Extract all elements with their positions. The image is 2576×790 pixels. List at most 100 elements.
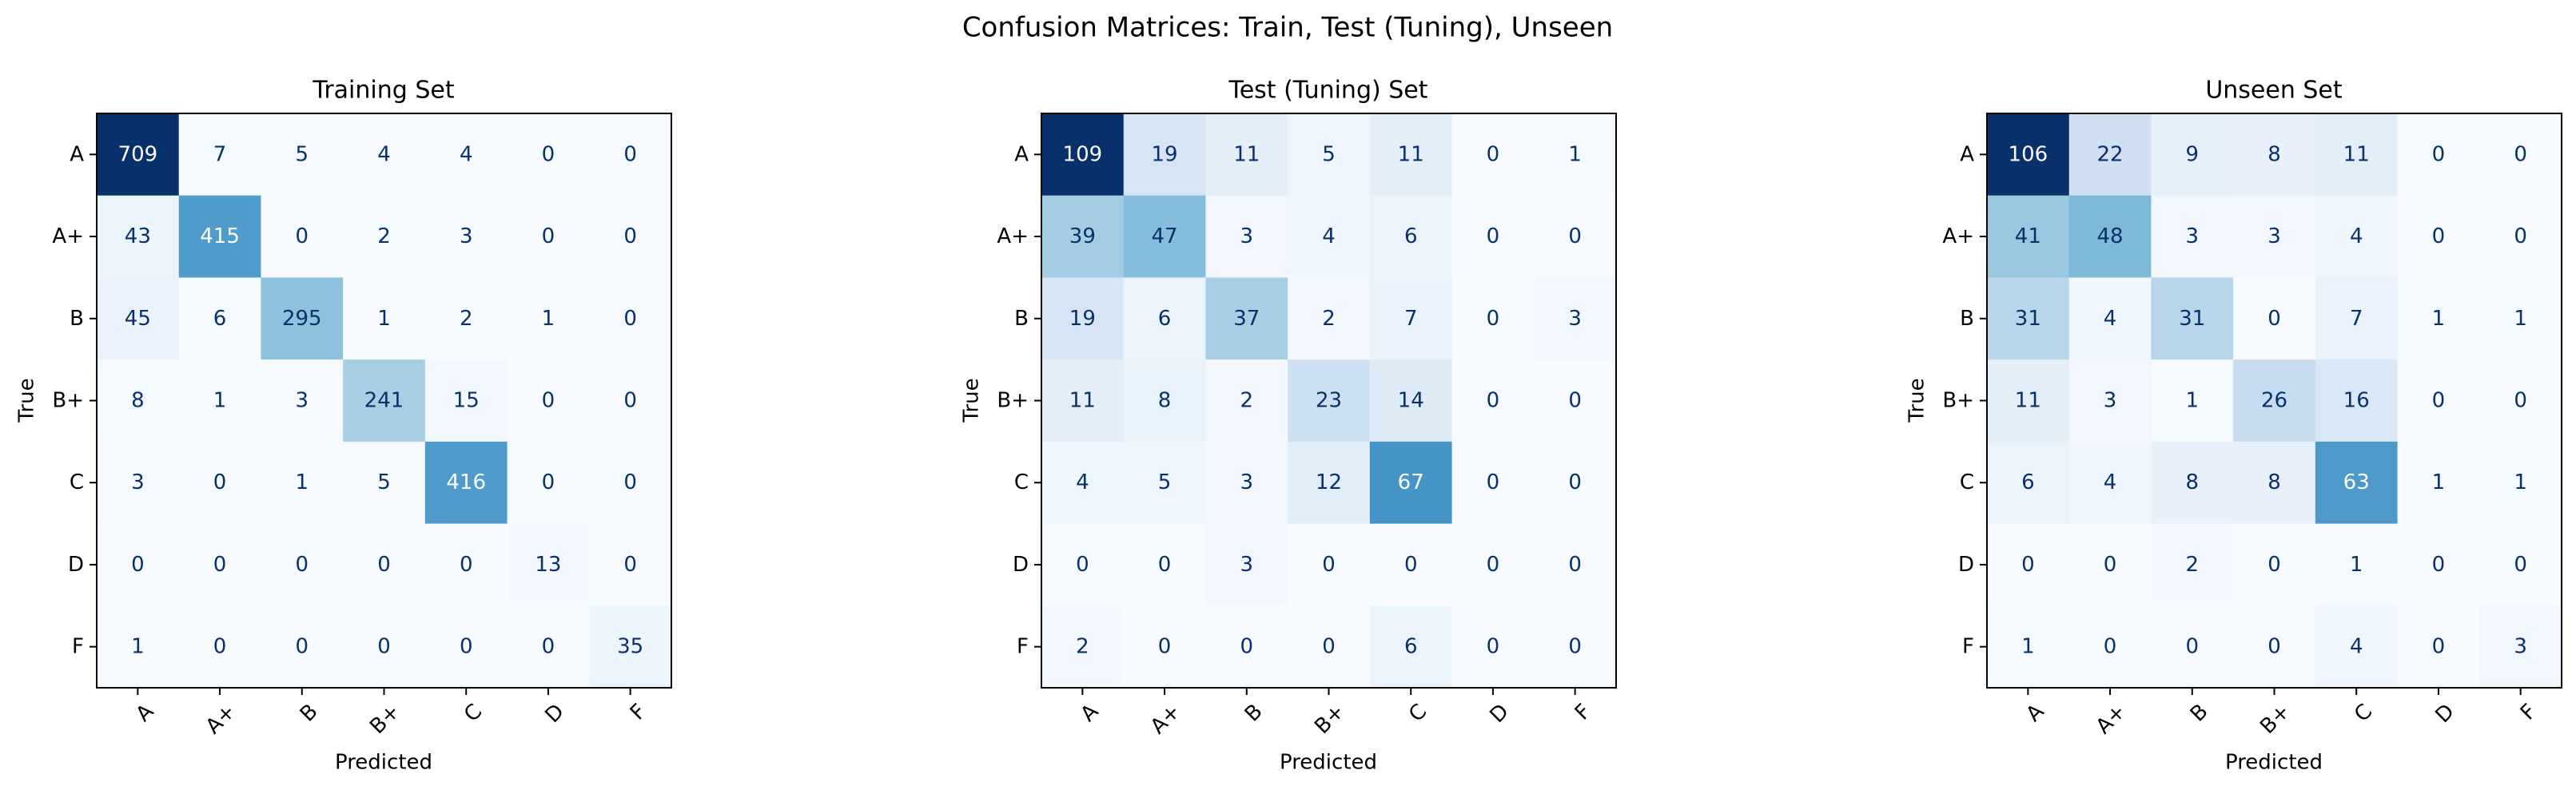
cell-value-label: 7 bbox=[2350, 307, 2363, 331]
cell-value-label: 3 bbox=[1240, 224, 1254, 248]
cell-value-label: 0 bbox=[542, 470, 555, 494]
heatmap-cell bbox=[1123, 523, 1206, 606]
heatmap-cell bbox=[2397, 195, 2480, 278]
cell-value-label: 4 bbox=[2104, 470, 2117, 494]
cell-value-label: 0 bbox=[296, 224, 309, 248]
heatmap-cell bbox=[261, 605, 344, 689]
heatmap-cell bbox=[2479, 605, 2562, 689]
heatmap-cell bbox=[1987, 277, 2070, 360]
heatmap-cell bbox=[1451, 523, 1535, 606]
heatmap-cell bbox=[343, 523, 426, 606]
cell-value-label: 8 bbox=[2267, 470, 2281, 494]
heatmap-cell bbox=[589, 359, 672, 443]
heatmap-cell bbox=[2233, 195, 2316, 278]
heatmap-cell bbox=[2151, 359, 2234, 443]
cell-value-label: 0 bbox=[2432, 635, 2446, 659]
heatmap-cell bbox=[424, 113, 508, 197]
cell-value-label: 0 bbox=[2432, 142, 2446, 166]
heatmap-cell bbox=[1288, 277, 1371, 360]
cell-value-label: 12 bbox=[1316, 470, 1342, 494]
cell-value-label: 0 bbox=[1322, 553, 1336, 577]
cell-value-label: 19 bbox=[1152, 142, 1178, 166]
cell-value-label: 0 bbox=[1568, 224, 1582, 248]
cell-value-label: 5 bbox=[296, 142, 309, 166]
cell-value-label: 3 bbox=[2267, 224, 2281, 248]
heatmap-cell bbox=[589, 441, 672, 525]
heatmap-cell bbox=[1987, 523, 2070, 606]
heatmap-cell bbox=[1534, 441, 1617, 525]
heatmap-cell bbox=[1987, 605, 2070, 689]
y-tick-label: F bbox=[72, 635, 84, 659]
heatmap-cell bbox=[97, 605, 180, 689]
heatmap-cell bbox=[178, 441, 261, 525]
cell-value-label: 0 bbox=[623, 224, 637, 248]
cell-value-label: 11 bbox=[1398, 142, 1424, 166]
cell-value-label: 4 bbox=[2104, 307, 2117, 331]
y-tick-label: F bbox=[1962, 635, 1974, 659]
cell-value-label: 0 bbox=[213, 470, 227, 494]
cell-value-label: 31 bbox=[2015, 307, 2041, 331]
heatmap-cell bbox=[2315, 523, 2399, 606]
cell-value-label: 0 bbox=[213, 635, 227, 659]
heatmap-cell bbox=[2068, 277, 2152, 360]
y-tick-label: A bbox=[1960, 142, 1974, 166]
cell-value-label: 106 bbox=[2009, 142, 2048, 166]
heatmap-cell bbox=[1041, 441, 1125, 525]
heatmap-cell bbox=[507, 523, 590, 606]
heatmap-cell bbox=[178, 195, 261, 278]
cell-value-label: 14 bbox=[1398, 389, 1424, 413]
cell-value-label: 0 bbox=[1487, 224, 1500, 248]
panel-title: Unseen Set bbox=[2205, 77, 2343, 105]
cell-value-label: 35 bbox=[617, 635, 643, 659]
heatmap-cell bbox=[1205, 113, 1288, 197]
y-tick-label: B bbox=[1960, 307, 1974, 331]
heatmap-cell bbox=[1369, 277, 1453, 360]
cell-value-label: 0 bbox=[377, 553, 391, 577]
heatmap-cell bbox=[2068, 605, 2152, 689]
training-set-heatmap: Training Set Predicted True 709 7 5 4 4 0 0 43 4… bbox=[15, 77, 672, 775]
cell-value-label: 1 bbox=[2514, 470, 2527, 494]
heatmap-cell bbox=[343, 605, 426, 689]
heatmap-cell bbox=[1369, 605, 1453, 689]
heatmap-cell bbox=[2397, 113, 2480, 197]
cell-value-label: 1 bbox=[1568, 142, 1582, 166]
cell-value-label: 0 bbox=[1240, 635, 1254, 659]
heatmap-cell bbox=[1205, 441, 1288, 525]
y-tick-label: D bbox=[1013, 553, 1029, 577]
heatmap-cell bbox=[97, 195, 180, 278]
heatmap-cell bbox=[97, 113, 180, 197]
y-tick-label: B+ bbox=[1942, 389, 1974, 413]
heatmap-cell bbox=[1123, 359, 1206, 443]
cell-value-label: 11 bbox=[1233, 142, 1260, 166]
cell-value-label: 2 bbox=[460, 307, 473, 331]
heatmap-cell bbox=[424, 359, 508, 443]
cell-value-label: 0 bbox=[1568, 635, 1582, 659]
heatmap-cell bbox=[97, 441, 180, 525]
heatmap-cell bbox=[178, 523, 261, 606]
heatmap-cell bbox=[2068, 523, 2152, 606]
cell-value-label: 1 bbox=[213, 389, 227, 413]
heatmap-cell bbox=[2151, 195, 2234, 278]
heatmap-cell bbox=[1987, 113, 2070, 197]
heatmap-cell bbox=[589, 113, 672, 197]
x-axis-label: Predicted bbox=[335, 751, 432, 775]
heatmap-cell bbox=[589, 277, 672, 360]
cell-value-label: 0 bbox=[623, 307, 637, 331]
cell-value-label: 2 bbox=[1322, 307, 1336, 331]
cell-value-label: 0 bbox=[377, 635, 391, 659]
heatmap-cell bbox=[1205, 605, 1288, 689]
heatmap-cell bbox=[1041, 195, 1125, 278]
cell-value-label: 0 bbox=[296, 553, 309, 577]
cell-value-label: 0 bbox=[542, 224, 555, 248]
cell-value-label: 13 bbox=[535, 553, 561, 577]
cell-value-label: 23 bbox=[1316, 389, 1342, 413]
cell-value-label: 0 bbox=[2021, 553, 2035, 577]
heatmap-cell bbox=[424, 441, 508, 525]
heatmap-cell bbox=[1534, 113, 1617, 197]
cell-value-label: 241 bbox=[364, 389, 404, 413]
cell-value-label: 1 bbox=[131, 635, 145, 659]
cell-value-label: 295 bbox=[282, 307, 322, 331]
heatmap-cell bbox=[261, 277, 344, 360]
heatmap-cell bbox=[1205, 523, 1288, 606]
heatmap-cell bbox=[1123, 605, 1206, 689]
